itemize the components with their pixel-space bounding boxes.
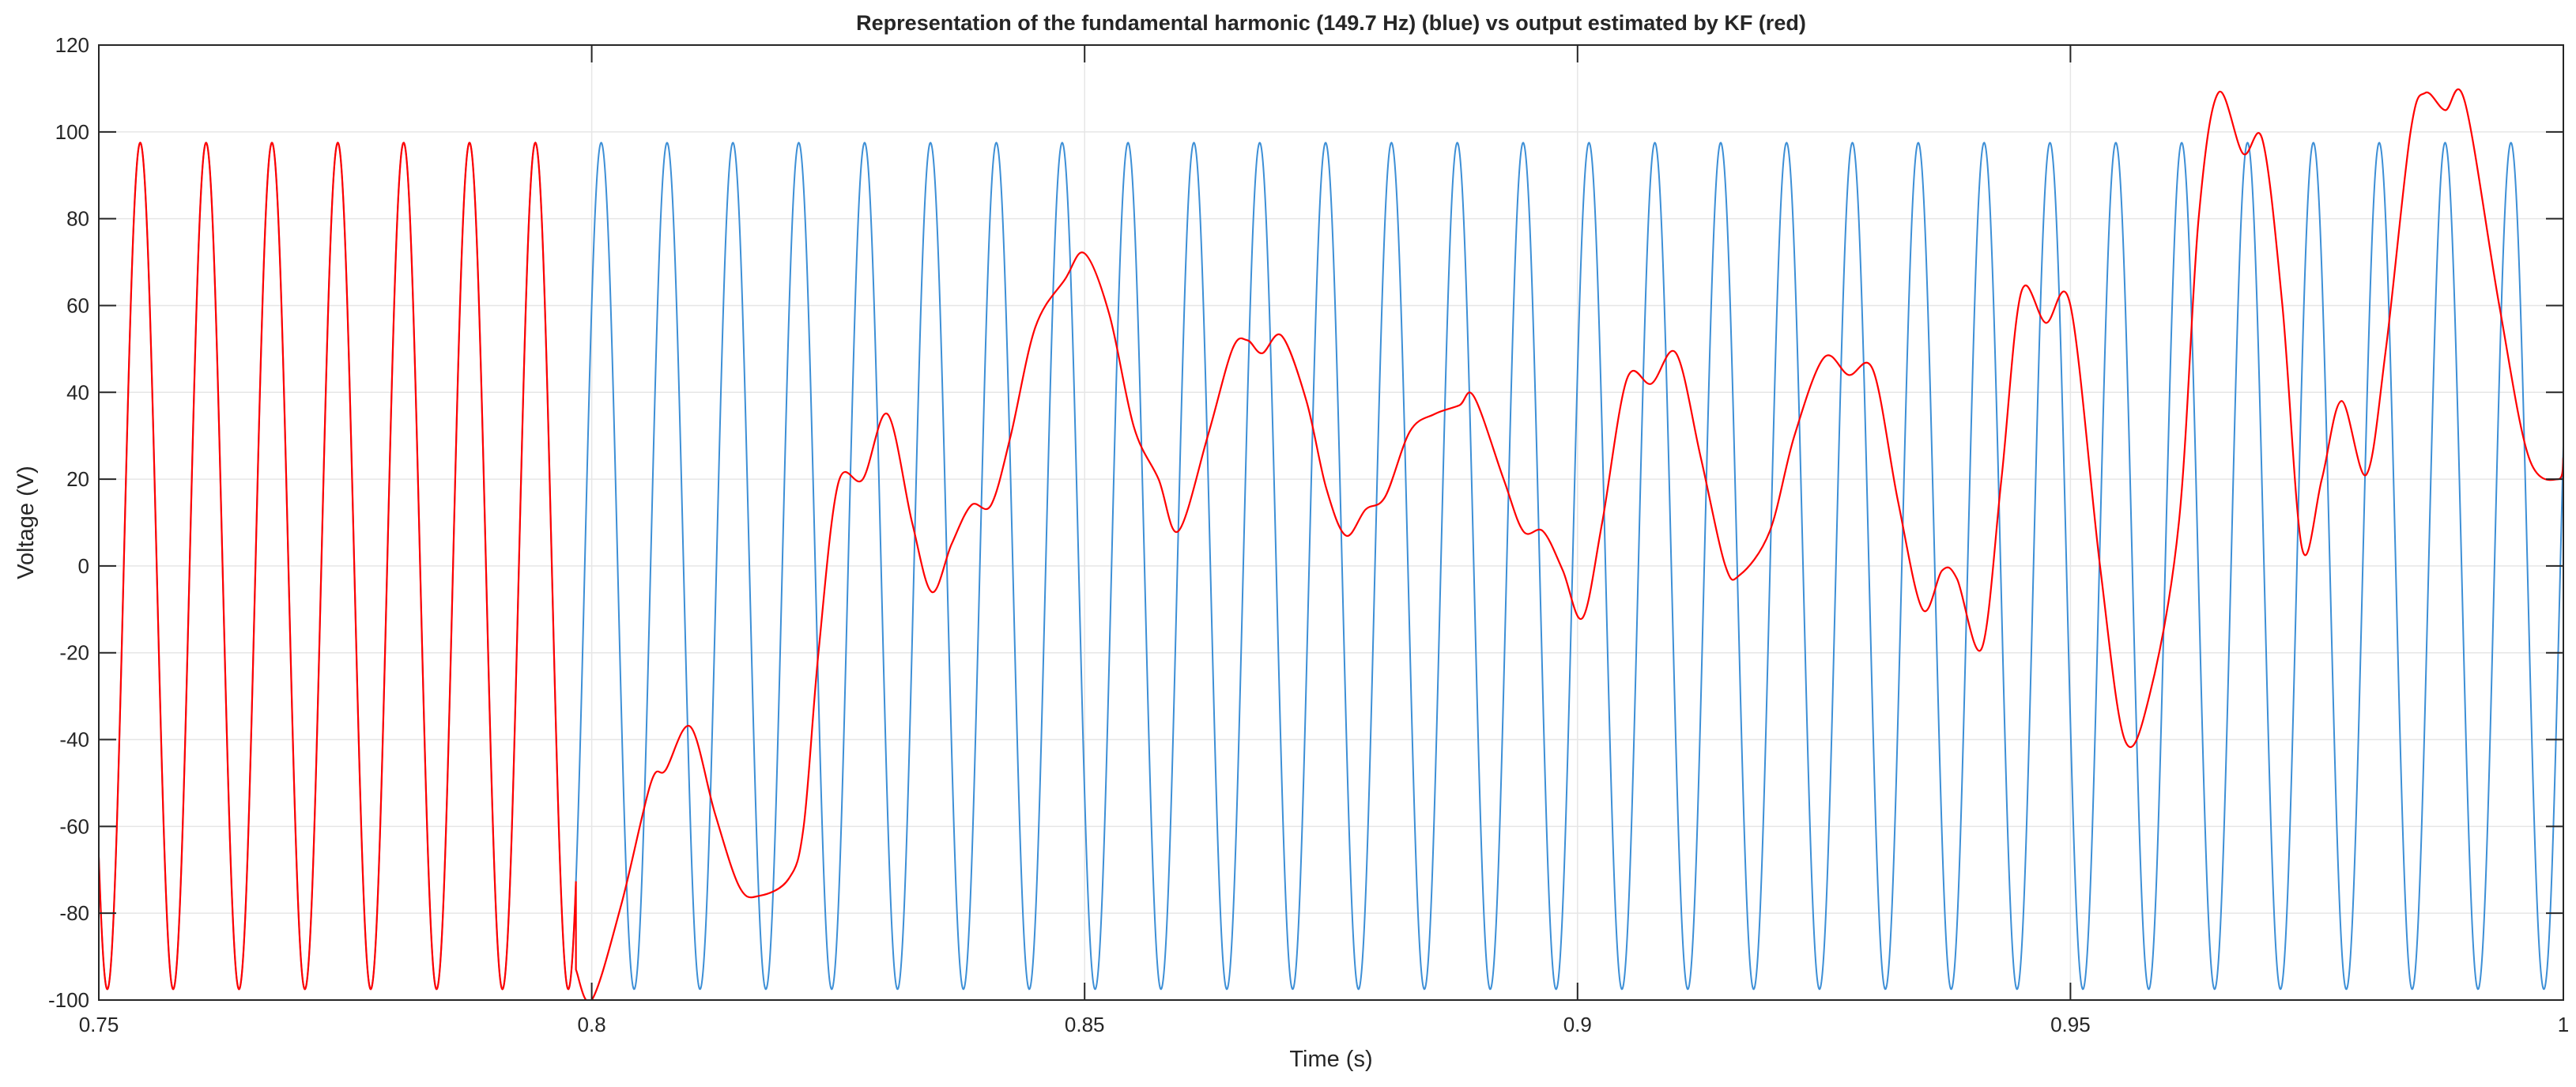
y-tick-label: 100 (55, 120, 89, 144)
y-tick-labels: -100 -80 -60 -40 -20 0 20 40 60 80 100 120 (48, 33, 89, 1012)
series-line-kf-estimate (99, 88, 2563, 1000)
x-tick-label: 0.95 (2050, 1013, 2091, 1036)
x-tick-labels: 0.75 0.8 0.85 0.9 0.95 1 (79, 1013, 2570, 1036)
y-tick-label: 0 (78, 554, 89, 578)
x-tick-label: 0.75 (79, 1013, 119, 1036)
y-tick-label: -80 (59, 901, 89, 925)
x-tick-label: 0.9 (1563, 1013, 1592, 1036)
axes-box (98, 44, 2564, 1001)
y-tick-label: 60 (66, 293, 89, 317)
y-axis-label: Voltage (V) (13, 466, 39, 579)
y-tick-label: -20 (59, 641, 89, 665)
y-tick-label: 40 (66, 380, 89, 404)
y-tick-label: -40 (59, 728, 89, 752)
y-tick-label: 80 (66, 207, 89, 231)
series-layer (99, 88, 2563, 1000)
chart-title: Representation of the fundamental harmon… (856, 11, 1806, 35)
x-axis-label: Time (s) (1289, 1047, 1372, 1072)
ticks (98, 44, 2564, 1001)
y-tick-label: 120 (55, 33, 89, 57)
y-tick-label: -60 (59, 814, 89, 838)
x-tick-label: 0.8 (578, 1013, 606, 1036)
x-tick-label: 0.85 (1065, 1013, 1105, 1036)
x-tick-label: 1 (2558, 1013, 2569, 1036)
y-tick-label: 20 (66, 467, 89, 491)
y-tick-label: -100 (48, 988, 89, 1012)
